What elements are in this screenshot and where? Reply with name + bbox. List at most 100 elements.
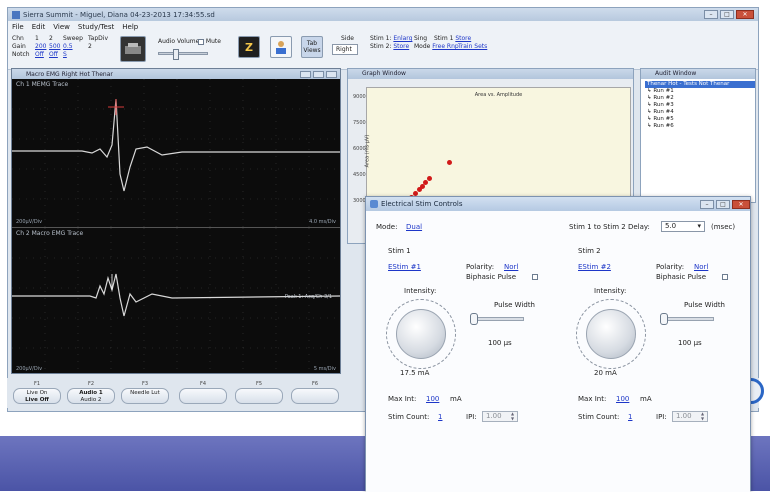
stim1-toolbar-link[interactable]: Enlarg — [393, 35, 413, 42]
fkey-f4-button[interactable] — [179, 388, 227, 404]
stim1-intensity-knob[interactable] — [396, 309, 446, 359]
stim2-pulse-width-slider[interactable] — [662, 317, 714, 321]
fkey-f3-button[interactable]: Needle Lut — [121, 388, 169, 404]
emg-panel-window-buttons — [300, 70, 340, 78]
fkey-f6[interactable]: F6 — [291, 381, 339, 405]
stim2-ipi-spinner[interactable]: 1.00 — [672, 411, 708, 422]
audit-tree-item[interactable]: ↳ Run #5 — [647, 116, 674, 122]
stim1-sub-link[interactable]: Store — [455, 35, 472, 42]
stim2-intensity-scale — [576, 299, 646, 369]
maximize-button[interactable]: □ — [720, 10, 734, 19]
menu-help[interactable]: Help — [122, 22, 139, 31]
trace-ch2[interactable]: Ch 2 Macro EMG Trace Peak 1: Acq/Ch 3/1 … — [12, 228, 340, 374]
side-select[interactable]: Right — [332, 44, 358, 55]
stim1-sub-text: Stim 1 — [434, 35, 454, 42]
audit-tree-item[interactable]: ↳ Run #4 — [647, 109, 674, 115]
fkey-number: F3 — [141, 381, 149, 387]
audit-tree-root[interactable]: Thenar Hot - Tests Not Thenar — [645, 81, 755, 88]
stim1-count-link[interactable]: 1 — [438, 413, 443, 421]
stim1-sub-label: Stim 1 Store — [434, 35, 471, 42]
stim2-biphasic-checkbox[interactable] — [722, 274, 728, 280]
stim1-ipi-label: IPI: — [466, 413, 477, 421]
mode-link[interactable]: Dual — [406, 223, 423, 231]
stimulator-icon[interactable] — [120, 36, 146, 62]
stim2-ipi-value: 1.00 — [676, 412, 692, 420]
gain-ch1-link[interactable]: 200 — [35, 43, 47, 50]
stim2-mode-text: Mode — [414, 43, 431, 50]
stim2-polarity-link[interactable]: Norl — [694, 263, 709, 271]
stim2-sub-link[interactable]: Train Sets — [458, 43, 488, 50]
stim1-maxint-link[interactable]: 100 — [426, 395, 440, 403]
audit-tree-item[interactable]: ↳ Run #6 — [647, 123, 674, 129]
dialog-minimize-button[interactable]: – — [700, 199, 714, 209]
fkey-f1-button[interactable]: Live On Live Off — [13, 388, 61, 404]
ytick: 4500 — [353, 172, 366, 178]
data-point — [413, 191, 418, 196]
fkey-f6-button[interactable] — [291, 388, 339, 404]
stim1-ipi-spinner[interactable]: 1.00 — [482, 411, 518, 422]
dialog-title: Electrical Stim Controls — [381, 200, 463, 208]
mute-checkbox[interactable] — [198, 38, 204, 45]
sweep-link[interactable]: 0.5 — [63, 43, 73, 50]
stim2-mode-link[interactable]: Free Rnp — [432, 43, 459, 50]
fkey-f2-button[interactable]: Audio 1 Audio 2 — [67, 388, 115, 404]
stim1-biphasic-checkbox[interactable] — [532, 274, 538, 280]
tab-views-button[interactable]: Tab Views — [301, 36, 323, 58]
stim2-pulse-width-thumb[interactable] — [660, 313, 668, 325]
menu-file[interactable]: File — [12, 22, 24, 31]
audit-item-label: Run #5 — [653, 116, 674, 122]
trace2-peak-marker: Peak 1: Acq/Ch 3/1 — [284, 294, 332, 300]
side-label: Side — [341, 35, 354, 42]
trace2-sweep-readout: 5 ms/Div — [313, 366, 336, 372]
mute-toggle[interactable]: Mute — [198, 38, 221, 45]
sweep-sub-link[interactable]: S — [63, 51, 67, 58]
fkey-number: F2 — [87, 381, 95, 387]
impedance-icon[interactable]: Z — [238, 36, 260, 58]
fkey-f4[interactable]: F4 — [179, 381, 227, 405]
fkey-f2[interactable]: F2 Audio 1 Audio 2 — [67, 381, 115, 405]
trace-divider — [12, 227, 340, 228]
fkey-f5[interactable]: F5 — [235, 381, 283, 405]
patient-icon[interactable] — [270, 36, 292, 58]
fkey-number: F5 — [255, 381, 263, 387]
stim2-toolbar-text: Stim 2: — [370, 43, 392, 50]
dialog-close-button[interactable]: ✕ — [732, 199, 750, 209]
emg-maximize-button[interactable] — [313, 70, 324, 78]
fkey-line2: Audio 2 — [80, 397, 102, 403]
gain-ch2-link[interactable]: 500 — [49, 43, 61, 50]
stim1-toolbar-label: Stim 1: Enlarg — [370, 35, 412, 42]
notch-ch1-link[interactable]: Off — [35, 51, 44, 58]
menu-view[interactable]: View — [53, 22, 70, 31]
close-button[interactable]: ✕ — [736, 10, 754, 19]
menu-edit[interactable]: Edit — [31, 22, 46, 31]
stim1-polarity-link[interactable]: Norl — [504, 263, 519, 271]
menu-study-test[interactable]: Study/Test — [77, 22, 115, 31]
stim2-count-link[interactable]: 1 — [628, 413, 633, 421]
stim2-biphasic-label: Biphasic Pulse — [656, 273, 707, 281]
stim2-header: Stim 2 — [578, 247, 601, 255]
audio-volume-slider[interactable] — [158, 49, 208, 60]
minimize-button[interactable]: – — [704, 10, 718, 19]
audit-tree-item[interactable]: ↳ Run #2 — [647, 95, 674, 101]
trace-ch1[interactable]: Ch 1 MEMG Trace 200µV/Div 4.0 ms/Div — [12, 79, 340, 227]
stim1-pulse-width-slider[interactable] — [472, 317, 524, 321]
delay-select[interactable]: 5.0 ▾ — [661, 221, 705, 232]
stim2-intensity-knob[interactable] — [586, 309, 636, 359]
stim1-device-link[interactable]: EStim #1 — [388, 263, 421, 271]
chevron-down-icon: ▾ — [697, 222, 701, 230]
notch-ch2-link[interactable]: Off — [49, 51, 58, 58]
stim2-toolbar-link[interactable]: Store — [393, 43, 410, 50]
audit-tree-item[interactable]: ↳ Run #1 — [647, 88, 674, 94]
grid-cell: TapDiv — [88, 35, 108, 42]
stim1-pulse-width-thumb[interactable] — [470, 313, 478, 325]
ytick: 3000 — [353, 198, 366, 204]
stim2-maxint-link[interactable]: 100 — [616, 395, 630, 403]
emg-close-button[interactable] — [326, 70, 337, 78]
dialog-maximize-button[interactable]: □ — [716, 199, 730, 209]
audit-tree-item[interactable]: ↳ Run #3 — [647, 102, 674, 108]
fkey-f5-button[interactable] — [235, 388, 283, 404]
emg-minimize-button[interactable] — [300, 70, 311, 78]
fkey-f3[interactable]: F3 Needle Lut — [121, 381, 169, 405]
fkey-f1[interactable]: F1 Live On Live Off — [13, 381, 61, 405]
stim2-device-link[interactable]: EStim #2 — [578, 263, 611, 271]
